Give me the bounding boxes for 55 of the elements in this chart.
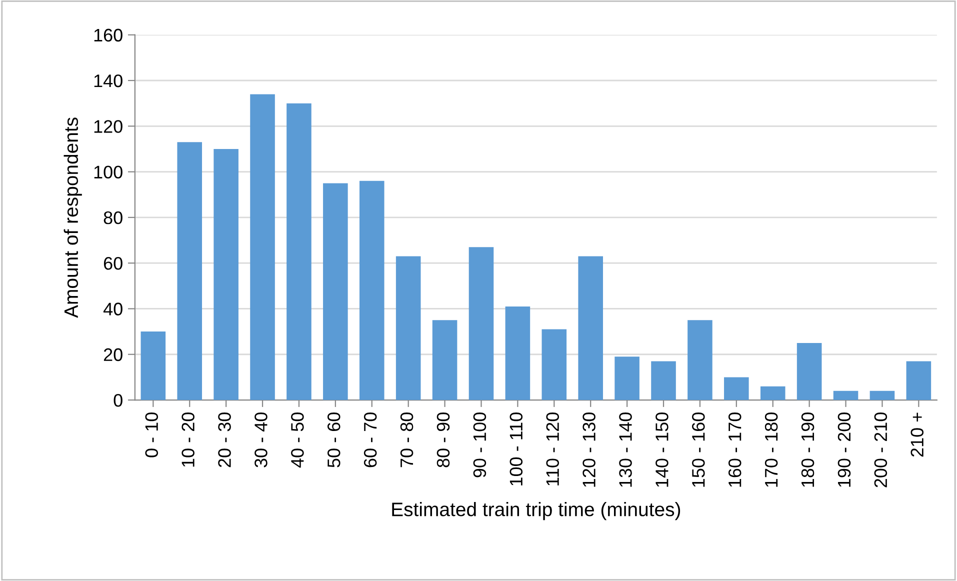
bar	[286, 103, 312, 400]
x-tick-label: 110 - 120	[546, 412, 559, 486]
bar	[432, 320, 458, 400]
y-tick-label: 40	[103, 302, 122, 316]
bar	[760, 386, 786, 400]
bar	[505, 306, 530, 400]
y-tick-label: 120	[94, 120, 122, 133]
x-tick-label: 150 - 160	[692, 412, 705, 487]
x-tick-label: 190 - 200	[838, 412, 851, 487]
y-tick-label: 20	[104, 348, 122, 362]
bar	[140, 332, 166, 400]
bar	[250, 94, 275, 400]
x-tick-label: 50 - 60	[327, 412, 340, 468]
x-tick-label: 20 - 30	[218, 412, 231, 468]
bar	[214, 148, 238, 400]
x-tick-label: 130 - 140	[619, 412, 632, 487]
x-tick-label: 120 - 130	[582, 412, 596, 487]
bar	[578, 256, 603, 400]
x-tick-label: 0 - 10	[145, 412, 158, 458]
y-tick-label: 60	[104, 257, 122, 270]
x-tick-label: 210 +	[910, 412, 924, 457]
x-tick-label: 40 - 50	[291, 412, 304, 468]
y-axis-title: Amount of respondents	[64, 118, 82, 318]
x-tick-label: 70 - 80	[400, 412, 414, 468]
bar	[177, 142, 202, 400]
y-tick-label: 80	[104, 211, 122, 224]
bar	[542, 329, 567, 400]
bar	[468, 247, 494, 400]
x-tick-label: 140 - 150	[656, 412, 668, 487]
x-tick-label: 30 - 40	[254, 412, 268, 468]
x-tick-label: 90 - 100	[473, 412, 486, 478]
x-tick-label: 80 - 90	[436, 412, 450, 468]
bar	[833, 390, 858, 400]
y-tick-label: 0	[114, 394, 122, 407]
bar	[651, 361, 676, 400]
x-tick-label: 10 - 20	[182, 412, 194, 467]
bar	[323, 183, 348, 400]
x-tick-label: 60 - 70	[364, 412, 377, 468]
bar	[688, 320, 712, 400]
bar	[396, 256, 421, 400]
bar	[724, 377, 749, 400]
x-axis-title: Estimated train trip time (minutes)	[392, 502, 680, 520]
x-tick-label: 160 - 170	[728, 412, 742, 487]
x-tick-label: 200 - 210	[874, 412, 888, 488]
bar	[359, 180, 384, 400]
bar	[614, 356, 640, 400]
x-tick-label: 180 - 190	[801, 412, 814, 487]
bar	[870, 390, 895, 400]
x-tick-label: 170 - 180	[764, 412, 778, 487]
y-tick-label: 100	[94, 166, 122, 179]
x-tick-label: 100 - 110	[510, 412, 523, 486]
y-tick-label: 140	[94, 74, 122, 88]
bar	[796, 342, 822, 400]
bar	[906, 361, 932, 400]
y-tick-label: 160	[94, 28, 122, 42]
